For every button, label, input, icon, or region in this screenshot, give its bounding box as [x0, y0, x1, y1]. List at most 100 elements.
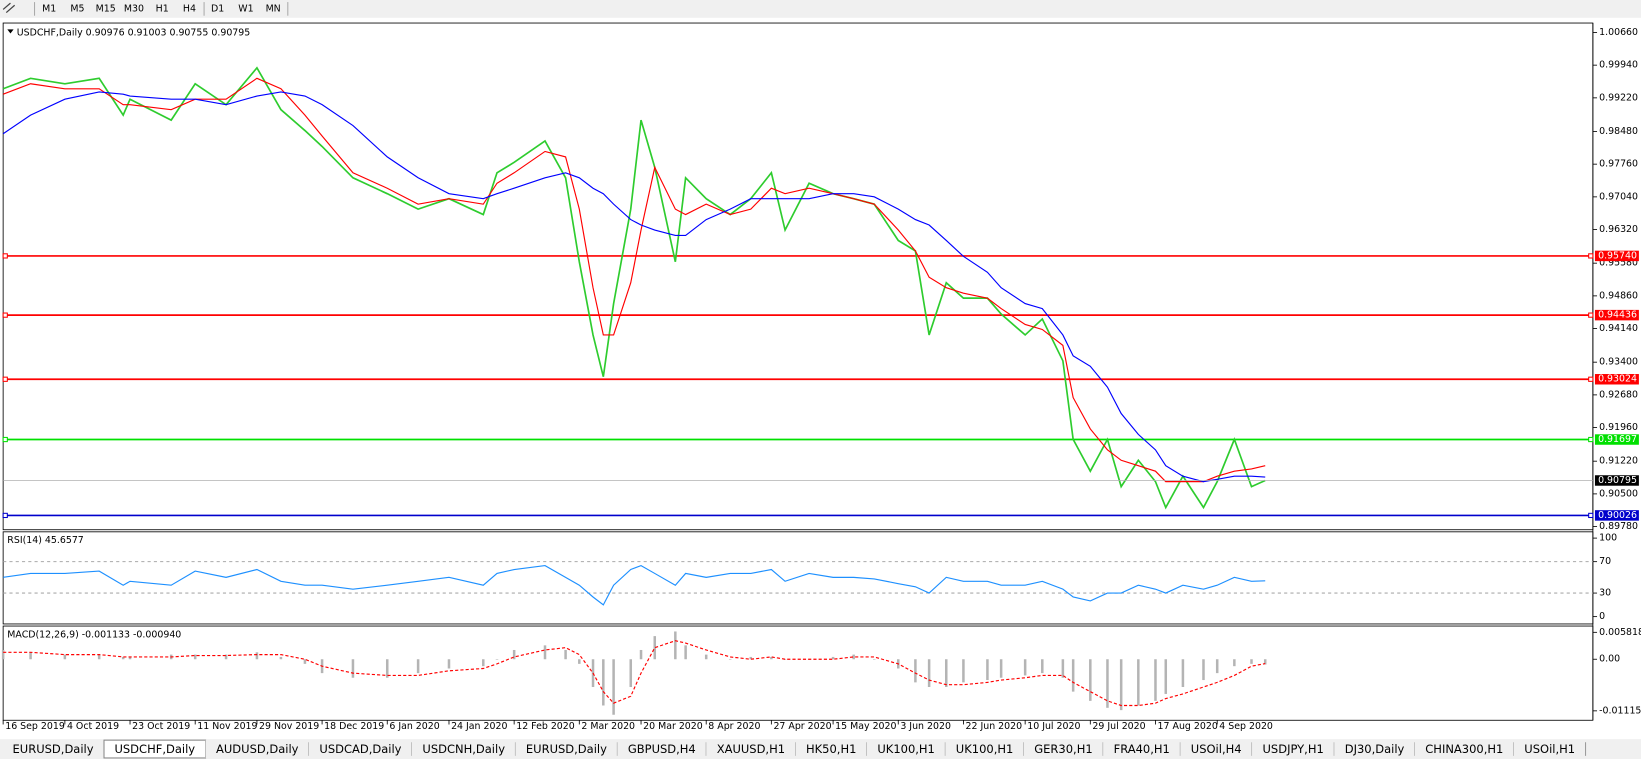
tab[interactable] [205, 740, 309, 758]
level-label: 0.90026 [1598, 510, 1637, 521]
histogram-bar [653, 636, 657, 660]
level-label-box [1594, 510, 1639, 521]
tab-label[interactable]: DJ30,Daily [1345, 742, 1405, 756]
histogram-bar [1164, 659, 1168, 694]
x-tick-label: 18 Dec 2019 [324, 721, 384, 732]
toolbar-bar [0, 0, 1641, 18]
tab-label[interactable]: USDCNH,Daily [422, 742, 505, 756]
timeframe-button[interactable]: MN [266, 3, 281, 14]
tab[interactable] [617, 740, 707, 758]
price-line [2, 66, 1266, 510]
y-tick-label: 0.97760 [1599, 159, 1638, 170]
histogram-bar [351, 659, 355, 678]
y-tick-label: 100 [1599, 533, 1617, 544]
macd-header: MACD(12,26,9) -0.001133 -0.000940 [7, 629, 181, 640]
tab[interactable] [2, 740, 105, 758]
y-tick-label: 0.99220 [1599, 92, 1638, 103]
y-tick-label: -0.011154 [1599, 705, 1641, 716]
tab-label[interactable]: USOil,H1 [1524, 742, 1575, 756]
level-marker [1588, 436, 1594, 443]
indicator-line [3, 564, 1266, 606]
tab-label[interactable]: FRA40,H1 [1114, 742, 1170, 756]
rsi-header: RSI(14) 45.6577 [7, 535, 83, 546]
timeframe-button[interactable]: H1 [156, 3, 169, 14]
histogram-bar [578, 659, 581, 664]
level-label-box [1594, 374, 1639, 385]
tab-label[interactable]: CHINA300,H1 [1425, 742, 1503, 756]
tab[interactable] [795, 740, 867, 758]
tab[interactable] [1180, 740, 1253, 758]
timeframe-button[interactable]: M5 [70, 3, 84, 14]
timeframe-button[interactable]: M15 [96, 3, 116, 14]
tab-label[interactable]: EURUSD,Daily [526, 742, 607, 756]
level-marker [2, 312, 8, 318]
tab[interactable] [1103, 740, 1181, 758]
tab-label[interactable]: USDJPY,H1 [1263, 742, 1324, 756]
histogram-bar [852, 654, 855, 660]
level-marker [1588, 312, 1594, 318]
tab-label[interactable]: UK100,H1 [877, 742, 935, 756]
tab[interactable] [945, 740, 1024, 758]
histogram-bar [1089, 659, 1092, 701]
tab[interactable] [1023, 740, 1104, 758]
symbol-title: USDCHF,Daily [17, 27, 83, 38]
histogram-bar [986, 659, 989, 681]
histogram-bar [482, 659, 485, 667]
tab[interactable] [1513, 740, 1586, 758]
y-tick-label: 0 [1599, 611, 1605, 622]
x-tick-label: 8 Apr 2020 [708, 721, 760, 732]
x-tick-label: 12 Feb 2020 [516, 721, 575, 732]
x-tick-label: 15 May 2020 [835, 721, 896, 732]
level-label-box [1594, 434, 1639, 445]
y-tick-label: 0.89780 [1599, 521, 1638, 532]
timeframe-button[interactable]: M1 [42, 3, 56, 14]
tab-label[interactable]: GBPUSD,H4 [628, 742, 696, 756]
tab[interactable] [706, 740, 796, 758]
histogram-bar [962, 659, 965, 683]
tab-label[interactable]: GER30,H1 [1034, 742, 1092, 756]
y-tick-label: 70 [1599, 556, 1611, 567]
y-tick-label: 0.90500 [1599, 488, 1638, 499]
y-tick-label: 0.00 [1599, 654, 1620, 665]
tab[interactable] [515, 740, 618, 758]
y-tick-label: 0.95580 [1599, 258, 1638, 269]
rsi-title: RSI(14) [7, 535, 42, 546]
x-tick-label: 16 Sep 2019 [5, 721, 65, 732]
histogram-bar [193, 654, 197, 660]
tab[interactable] [866, 740, 946, 758]
histogram-bar [121, 656, 125, 660]
toolbar-icon[interactable] [2, 2, 16, 14]
tab-label[interactable]: USOil,H4 [1191, 742, 1242, 756]
histogram-bar [831, 656, 835, 660]
tab[interactable] [1414, 740, 1514, 758]
timeframe-button[interactable]: M30 [124, 3, 144, 14]
tab-label[interactable]: HK50,H1 [806, 742, 856, 756]
histogram-bar [684, 645, 687, 660]
x-tick-label: 27 Apr 2020 [773, 721, 831, 732]
y-tick-label: 0.94860 [1599, 290, 1638, 301]
tab-label[interactable]: XAUUSD,H1 [717, 742, 785, 756]
timeframe-button[interactable]: H4 [183, 3, 196, 14]
tab[interactable] [308, 740, 412, 758]
x-tick-label: 20 Mar 2020 [643, 721, 703, 732]
x-tick-label: 29 Nov 2019 [259, 721, 319, 732]
tab[interactable] [411, 740, 516, 758]
timeframe-button[interactable]: W1 [238, 3, 253, 14]
panel-menu-icon[interactable] [7, 29, 14, 34]
tab-label[interactable]: USDCHF,Daily [114, 742, 195, 756]
x-tick-label: 4 Sep 2020 [1219, 721, 1273, 732]
tab-label[interactable]: AUDUSD,Daily [216, 742, 299, 756]
timeframe-button[interactable]: D1 [211, 3, 224, 14]
histogram-bar [749, 656, 753, 660]
histogram-bar [29, 652, 32, 660]
tab-label[interactable]: EURUSD,Daily [13, 742, 94, 756]
tab-label[interactable]: USDCAD,Daily [319, 742, 401, 756]
tab[interactable] [1334, 740, 1415, 758]
histogram-bar [1137, 659, 1140, 706]
macd-title: MACD(12,26,9) [7, 629, 78, 640]
tab[interactable] [1252, 740, 1335, 758]
tab-label[interactable]: UK100,H1 [956, 742, 1014, 756]
x-tick-label: 29 Jul 2020 [1092, 721, 1145, 732]
toolbar [0, 0, 1641, 18]
